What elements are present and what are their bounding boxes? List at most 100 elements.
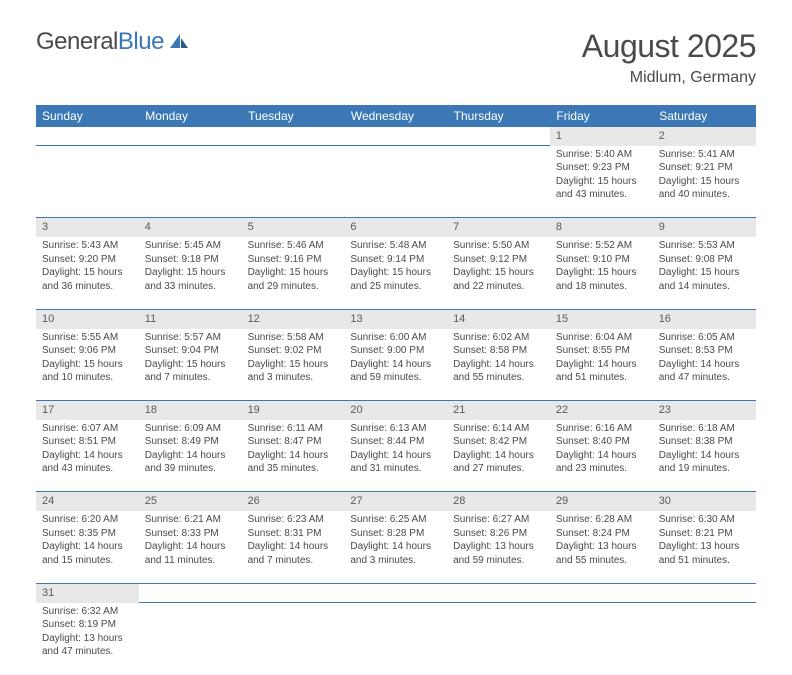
cell-sunrise: Sunrise: 5:53 AM [659,239,750,253]
cell-sunrise: Sunrise: 6:07 AM [42,422,133,436]
cell-day1: Daylight: 15 hours [556,266,647,280]
cell-day2: and 7 minutes. [248,554,339,568]
cell-sunrise: Sunrise: 5:41 AM [659,148,750,162]
calendar-week-row: Sunrise: 5:43 AMSunset: 9:20 PMDaylight:… [36,237,756,309]
cell-sunrise: Sunrise: 6:14 AM [453,422,544,436]
day-number: 13 [344,309,447,328]
cell-day1: Daylight: 15 hours [42,266,133,280]
calendar-cell: Sunrise: 6:18 AMSunset: 8:38 PMDaylight:… [653,420,756,492]
day-number: 10 [36,309,139,328]
calendar-cell: Sunrise: 5:55 AMSunset: 9:06 PMDaylight:… [36,329,139,401]
cell-sunrise: Sunrise: 6:18 AM [659,422,750,436]
day-number: 30 [653,492,756,511]
day-number: 22 [550,401,653,420]
day-number: 31 [36,583,139,602]
day-number: 18 [139,401,242,420]
cell-day2: and 59 minutes. [350,371,441,385]
cell-day1: Daylight: 14 hours [556,449,647,463]
cell-day2: and 11 minutes. [145,554,236,568]
day-number [242,583,345,602]
cell-sunset: Sunset: 9:14 PM [350,253,441,267]
calendar-week-row: Sunrise: 6:07 AMSunset: 8:51 PMDaylight:… [36,420,756,492]
calendar-cell: Sunrise: 6:30 AMSunset: 8:21 PMDaylight:… [653,511,756,583]
cell-sunset: Sunset: 8:24 PM [556,527,647,541]
sail-icon [168,32,190,50]
cell-sunrise: Sunrise: 5:40 AM [556,148,647,162]
calendar-cell: Sunrise: 5:58 AMSunset: 9:02 PMDaylight:… [242,329,345,401]
cell-sunset: Sunset: 9:10 PM [556,253,647,267]
cell-sunrise: Sunrise: 6:23 AM [248,513,339,527]
day-number: 6 [344,218,447,237]
cell-sunrise: Sunrise: 5:45 AM [145,239,236,253]
day-number: 5 [242,218,345,237]
cell-sunset: Sunset: 9:08 PM [659,253,750,267]
cell-day1: Daylight: 14 hours [145,449,236,463]
cell-day2: and 15 minutes. [42,554,133,568]
cell-sunset: Sunset: 9:23 PM [556,161,647,175]
cell-sunrise: Sunrise: 5:43 AM [42,239,133,253]
cell-day1: Daylight: 14 hours [145,540,236,554]
calendar-week-row: Sunrise: 5:55 AMSunset: 9:06 PMDaylight:… [36,329,756,401]
calendar-cell: Sunrise: 6:11 AMSunset: 8:47 PMDaylight:… [242,420,345,492]
cell-day2: and 3 minutes. [248,371,339,385]
cell-day2: and 3 minutes. [350,554,441,568]
calendar-cell: Sunrise: 6:21 AMSunset: 8:33 PMDaylight:… [139,511,242,583]
header: GeneralBlue August 2025 Midlum, Germany [0,0,792,95]
cell-sunrise: Sunrise: 6:25 AM [350,513,441,527]
calendar-week-row: Sunrise: 6:32 AMSunset: 8:19 PMDaylight:… [36,603,756,675]
calendar-cell: Sunrise: 6:23 AMSunset: 8:31 PMDaylight:… [242,511,345,583]
cell-sunset: Sunset: 8:28 PM [350,527,441,541]
cell-sunset: Sunset: 8:19 PM [42,618,133,632]
day-number [139,583,242,602]
day-number: 17 [36,401,139,420]
cell-day2: and 14 minutes. [659,280,750,294]
day-number-row: 24252627282930 [36,492,756,511]
cell-day2: and 29 minutes. [248,280,339,294]
cell-sunrise: Sunrise: 5:58 AM [248,331,339,345]
cell-sunrise: Sunrise: 5:57 AM [145,331,236,345]
cell-sunrise: Sunrise: 6:13 AM [350,422,441,436]
cell-day1: Daylight: 13 hours [453,540,544,554]
cell-day1: Daylight: 15 hours [145,266,236,280]
day-number [447,127,550,146]
calendar-cell: Sunrise: 6:16 AMSunset: 8:40 PMDaylight:… [550,420,653,492]
day-number: 24 [36,492,139,511]
calendar-week-row: Sunrise: 5:40 AMSunset: 9:23 PM Daylight:… [36,146,756,218]
day-number: 16 [653,309,756,328]
calendar-cell: Sunrise: 6:05 AMSunset: 8:53 PMDaylight:… [653,329,756,401]
cell-sunset: Sunset: 8:58 PM [453,344,544,358]
calendar-cell: Sunrise: 5:45 AMSunset: 9:18 PMDaylight:… [139,237,242,309]
cell-day2: and 51 minutes. [659,554,750,568]
calendar-cell: Sunrise: 5:52 AMSunset: 9:10 PMDaylight:… [550,237,653,309]
day-number: 26 [242,492,345,511]
cell-day1: Daylight: 15 hours [145,358,236,372]
day-number: 2 [653,127,756,146]
cell-sunrise: Sunrise: 6:04 AM [556,331,647,345]
weekday-header-row: SundayMondayTuesdayWednesdayThursdayFrid… [36,105,756,127]
day-number: 9 [653,218,756,237]
calendar-cell: Sunrise: 6:14 AMSunset: 8:42 PMDaylight:… [447,420,550,492]
calendar-cell [344,603,447,675]
cell-sunrise: Sunrise: 6:20 AM [42,513,133,527]
cell-day1: Daylight: 15 hours [659,175,750,189]
month-title: August 2025 [582,28,756,65]
cell-day1: Daylight: 14 hours [350,540,441,554]
cell-sunset: Sunset: 8:42 PM [453,435,544,449]
cell-sunrise: Sunrise: 6:16 AM [556,422,647,436]
calendar-cell: Sunrise: 5:41 AMSunset: 9:21 PMDaylight:… [653,146,756,218]
cell-sunset: Sunset: 8:44 PM [350,435,441,449]
cell-day2: and 59 minutes. [453,554,544,568]
cell-day1: Daylight: 14 hours [350,449,441,463]
cell-day2: and 10 minutes. [42,371,133,385]
calendar-cell: Sunrise: 6:07 AMSunset: 8:51 PMDaylight:… [36,420,139,492]
cell-sunset: Sunset: 9:12 PM [453,253,544,267]
cell-sunset: Sunset: 8:47 PM [248,435,339,449]
cell-sunset: Sunset: 9:18 PM [145,253,236,267]
cell-day2: and 25 minutes. [350,280,441,294]
day-number-row: 3456789 [36,218,756,237]
cell-sunrise: Sunrise: 6:11 AM [248,422,339,436]
cell-day1: Daylight: 15 hours [248,266,339,280]
cell-day1: Daylight: 14 hours [659,449,750,463]
cell-sunset: Sunset: 9:06 PM [42,344,133,358]
cell-day2: and 47 minutes. [659,371,750,385]
